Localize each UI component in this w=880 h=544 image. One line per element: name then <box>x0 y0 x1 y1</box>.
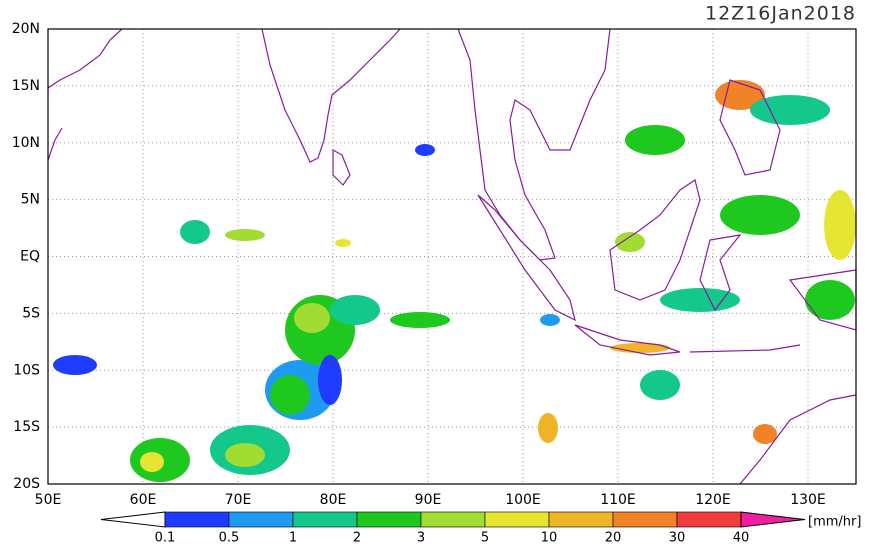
colorbar-label: 3 <box>417 531 425 544</box>
colorbar-label: 0.5 <box>219 531 240 544</box>
colorbar-label: 20 <box>605 531 622 544</box>
colorbar-box <box>676 511 742 528</box>
colorbar-box <box>612 511 678 528</box>
colorbar-box <box>228 511 294 528</box>
lat-label: 15N <box>12 78 40 94</box>
lat-label: 5S <box>22 305 40 321</box>
colorbar-label: 40 <box>733 531 750 544</box>
colorbar-box <box>420 511 486 528</box>
colorbar-label: 10 <box>541 531 558 544</box>
colorbar-high-arrow <box>740 511 806 528</box>
colorbar-box <box>548 511 614 528</box>
lat-label: 20S <box>13 476 40 492</box>
map-frame <box>47 28 857 485</box>
colorbar-label: 5 <box>481 531 489 544</box>
lat-label: 5N <box>21 192 40 208</box>
lon-label: 70E <box>225 492 252 508</box>
colorbar-box <box>484 511 550 528</box>
colorbar-low-arrow <box>100 511 166 528</box>
lon-label: 120E <box>695 492 731 508</box>
lon-label: 100E <box>505 492 541 508</box>
lat-label: EQ <box>20 249 40 265</box>
colorbar-label: 1 <box>289 531 297 544</box>
lon-label: 50E <box>35 492 62 508</box>
colorbar-label: 30 <box>669 531 686 544</box>
lat-label: 10S <box>13 362 40 378</box>
colorbar-box <box>164 511 230 528</box>
colorbar-box <box>356 511 422 528</box>
lat-label: 10N <box>12 135 40 151</box>
map-title: 12Z16Jan2018 <box>705 3 856 25</box>
colorbar-label: 2 <box>353 531 361 544</box>
colorbar-unit: [mm/hr] <box>808 515 861 530</box>
colorbar-label: 0.1 <box>155 531 176 544</box>
lat-label: 20N <box>12 21 40 37</box>
map-area <box>47 28 857 485</box>
lon-label: 130E <box>790 492 826 508</box>
colorbar-box <box>292 511 358 528</box>
grid <box>48 29 856 484</box>
lat-label: 15S <box>13 419 40 435</box>
lon-label: 60E <box>130 492 157 508</box>
lon-label: 80E <box>320 492 347 508</box>
lon-label: 90E <box>415 492 442 508</box>
lon-label: 110E <box>600 492 636 508</box>
colorbar: 0.1 0.5 1 2 3 5 10 20 30 40 [mm/hr] <box>100 511 861 544</box>
